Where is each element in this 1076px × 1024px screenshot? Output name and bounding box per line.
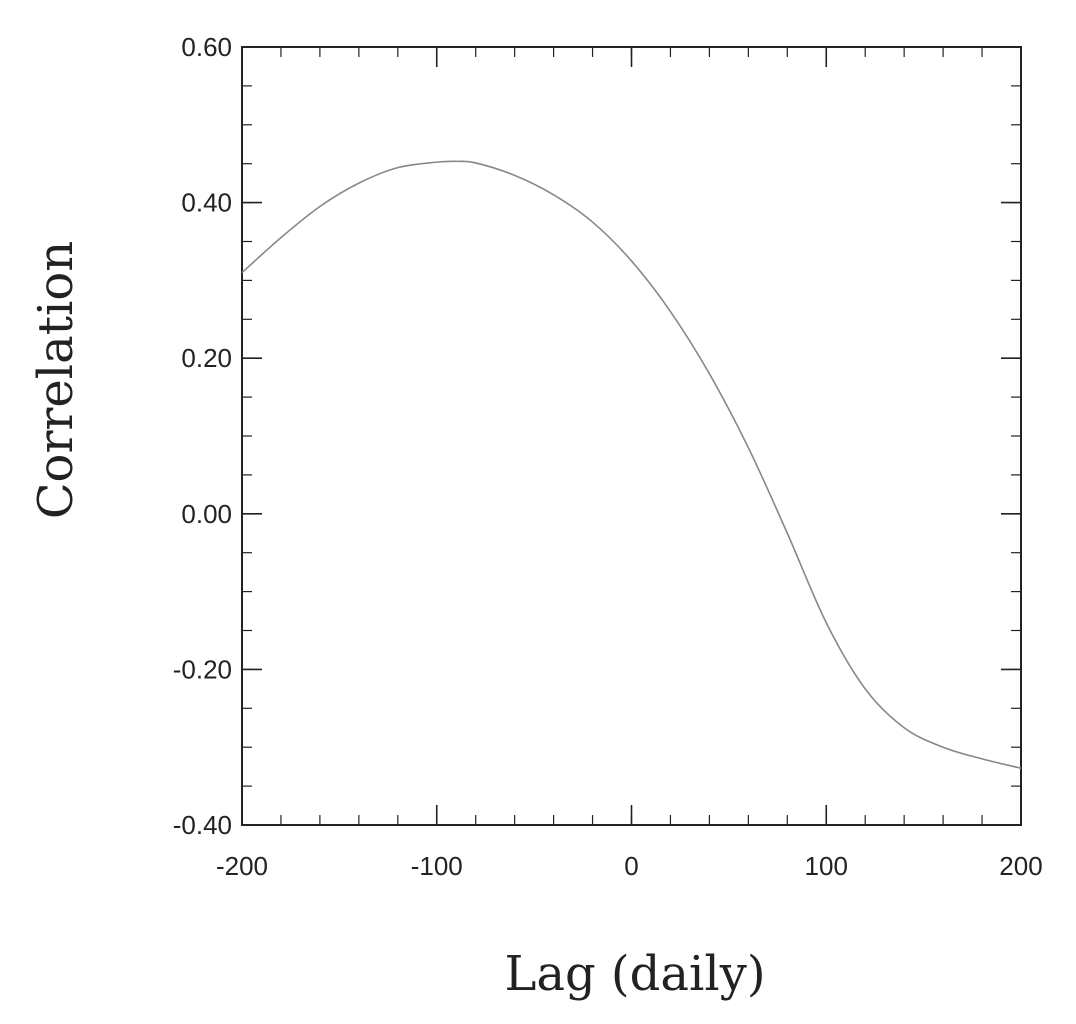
x-tick-label: -200	[216, 851, 268, 881]
y-tick-label: -0.40	[173, 810, 232, 840]
y-tick-label: 0.40	[181, 188, 232, 218]
y-tick-label: 0.20	[181, 343, 232, 373]
x-axis-title: Lag (daily)	[504, 946, 765, 1002]
y-tick-label: 0.60	[181, 32, 232, 62]
x-tick-label: 100	[805, 851, 848, 881]
x-tick-label: -100	[411, 851, 463, 881]
y-tick-label: 0.00	[181, 499, 232, 529]
y-axis-title: Correlation	[28, 241, 84, 519]
y-tick-labels: -0.40 -0.20 0.00 0.20 0.40 0.60	[173, 32, 232, 840]
x-tick-label: 200	[999, 851, 1042, 881]
minor-ticks	[241, 46, 1022, 826]
series-line	[241, 160, 1022, 769]
plot-frame	[241, 46, 1022, 826]
major-ticks	[241, 46, 1022, 826]
y-tick-label: -0.20	[173, 654, 232, 684]
x-tick-labels: -200 -100 0 100 200	[216, 851, 1043, 881]
x-tick-label: 0	[624, 851, 638, 881]
